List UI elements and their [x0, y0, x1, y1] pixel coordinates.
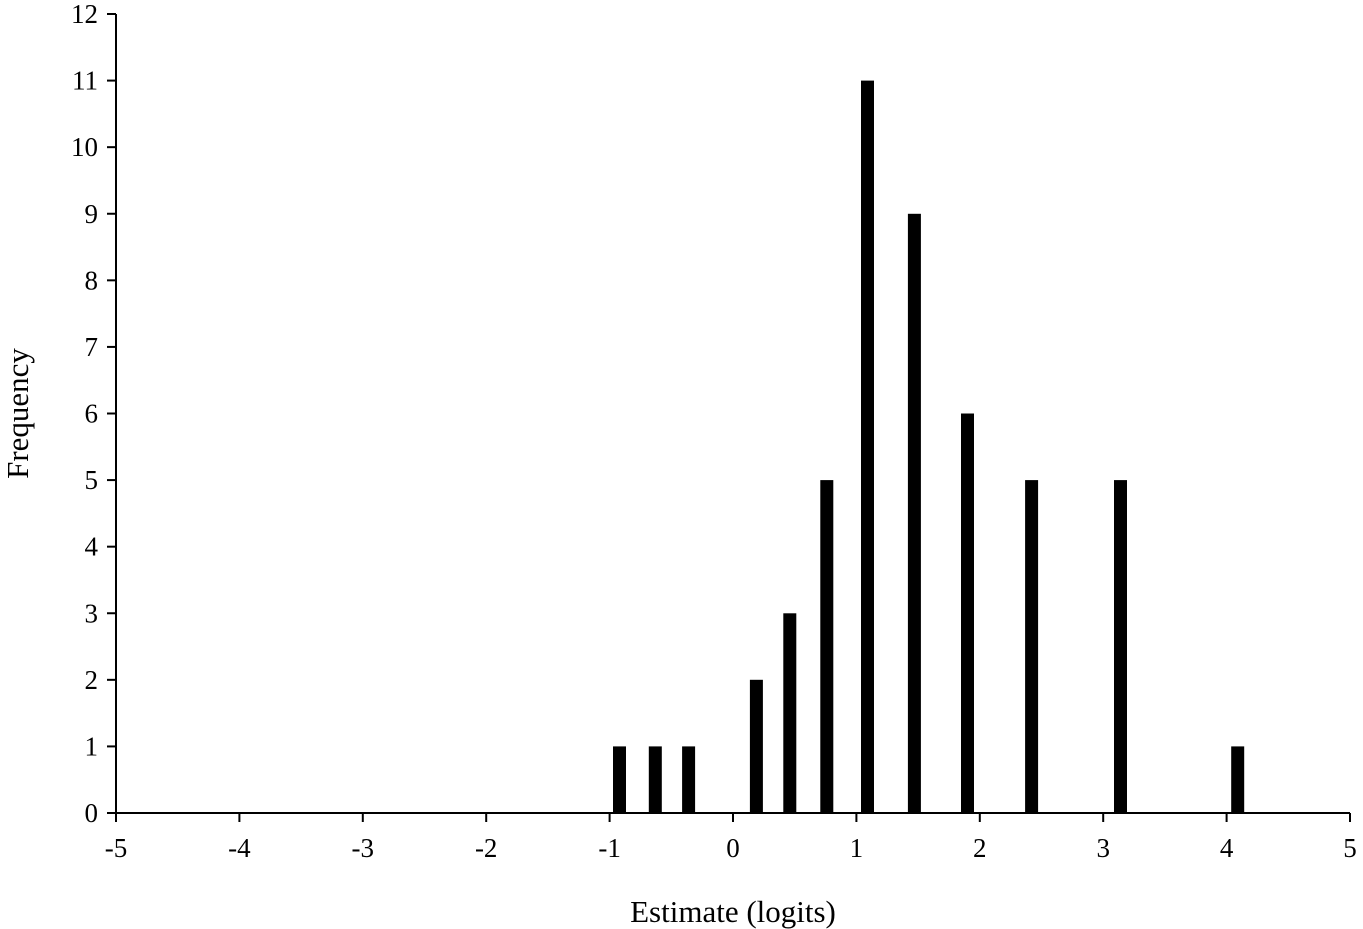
histogram-bar	[907, 213, 921, 814]
y-tick-label: 7	[85, 332, 99, 362]
x-tick-label: 0	[726, 833, 740, 863]
x-tick-label: -4	[228, 833, 251, 863]
histogram-bar	[783, 613, 797, 814]
y-tick-label: 5	[85, 465, 99, 495]
y-tick-label: 6	[85, 399, 99, 429]
histogram-bar	[1231, 746, 1245, 813]
x-axis-title: Estimate (logits)	[630, 894, 836, 929]
x-tick-label: 5	[1343, 833, 1357, 863]
x-tick-label: -5	[105, 833, 128, 863]
y-axis-title: Frequency	[0, 348, 35, 479]
y-tick-label: 2	[85, 665, 99, 695]
x-tick-label: 3	[1096, 833, 1110, 863]
y-tick-label: 0	[85, 798, 99, 828]
histogram-bar	[682, 746, 696, 813]
histogram-bar	[1114, 480, 1127, 813]
histogram-bar	[861, 80, 874, 814]
x-tick-label: 1	[850, 833, 864, 863]
y-tick-label: 3	[85, 598, 99, 628]
y-tick-label: 4	[85, 532, 99, 562]
histogram-bar	[961, 413, 974, 813]
y-tick-label: 10	[71, 132, 98, 162]
histogram-bar	[648, 746, 662, 813]
x-tick-label: 4	[1220, 833, 1234, 863]
bars-layer	[613, 80, 1245, 814]
x-tick-label: -2	[475, 833, 498, 863]
axes-layer	[107, 13, 1351, 822]
y-tick-label: 8	[85, 265, 99, 295]
x-tick-label: -3	[352, 833, 375, 863]
y-tick-label: 12	[71, 0, 98, 29]
histogram-bar	[613, 746, 626, 813]
histogram-bar	[749, 679, 763, 813]
y-tick-label: 9	[85, 199, 99, 229]
x-tick-label: -1	[598, 833, 621, 863]
histogram-bar	[1025, 480, 1039, 813]
y-tick-label: 11	[72, 66, 98, 96]
histogram-bar	[820, 480, 834, 813]
y-tick-label: 1	[85, 731, 99, 761]
x-tick-label: 2	[973, 833, 987, 863]
